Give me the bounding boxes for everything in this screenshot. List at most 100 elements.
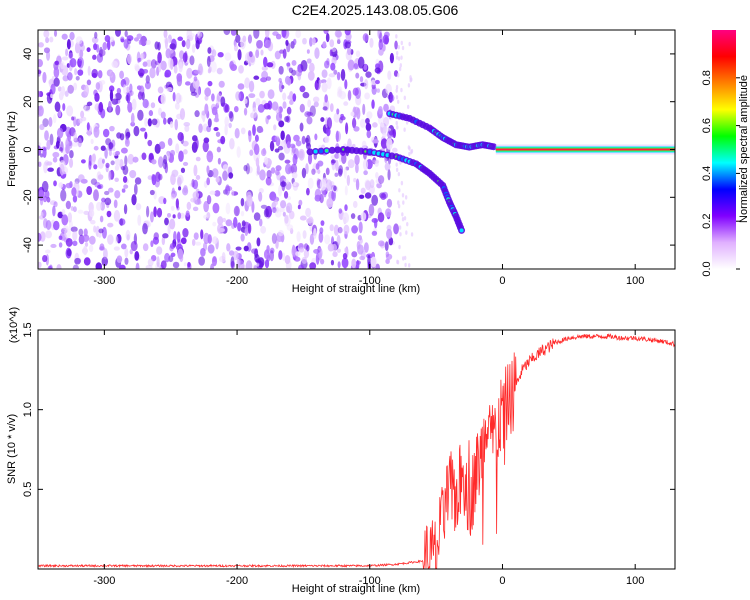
- noise-point: [396, 259, 399, 265]
- noise-point: [148, 110, 154, 117]
- noise-point: [248, 51, 253, 58]
- noise-point: [226, 243, 231, 252]
- noise-point: [296, 231, 301, 243]
- noise-point: [329, 39, 335, 48]
- noise-point: [182, 228, 189, 238]
- noise-point: [163, 197, 167, 205]
- noise-point: [229, 111, 234, 122]
- noise-point: [337, 35, 341, 44]
- noise-point: [364, 192, 372, 199]
- noise-point: [341, 257, 349, 269]
- noise-point: [80, 110, 85, 119]
- noise-point: [187, 261, 191, 268]
- noise-point: [111, 60, 118, 68]
- noise-point: [332, 251, 338, 258]
- noise-point: [238, 260, 245, 269]
- noise-point: [278, 81, 284, 93]
- noise-point: [356, 240, 361, 250]
- noise-point: [313, 228, 317, 240]
- noise-point: [129, 249, 133, 255]
- noise-point: [38, 161, 42, 168]
- noise-point: [182, 140, 189, 147]
- noise-point: [321, 69, 328, 79]
- noise-point: [289, 210, 295, 220]
- noise-point: [114, 164, 120, 171]
- noise-point: [384, 162, 391, 171]
- noise-point: [275, 206, 279, 213]
- noise-point: [100, 145, 106, 151]
- noise-point: [66, 63, 71, 68]
- noise-point: [291, 172, 298, 179]
- noise-point: [265, 176, 272, 186]
- noise-point: [178, 61, 183, 73]
- noise-point: [151, 174, 157, 186]
- noise-point: [334, 30, 342, 38]
- noise-point: [77, 209, 84, 214]
- lower-branch-blob: [328, 146, 336, 154]
- noise-point: [158, 173, 163, 181]
- noise-point: [140, 35, 148, 47]
- noise-point: [192, 191, 200, 200]
- noise-point: [166, 212, 172, 218]
- noise-point: [90, 138, 94, 145]
- noise-point: [142, 68, 149, 74]
- noise-point: [99, 215, 104, 223]
- noise-point: [364, 92, 371, 100]
- noise-point: [83, 104, 87, 111]
- noise-point: [344, 30, 351, 36]
- noise-point: [202, 140, 209, 153]
- noise-point: [43, 30, 50, 38]
- noise-point: [125, 94, 129, 102]
- noise-point: [385, 258, 390, 265]
- noise-point: [206, 150, 214, 163]
- noise-point: [108, 85, 115, 92]
- noise-point: [72, 230, 78, 241]
- noise-point: [92, 54, 97, 60]
- noise-point: [220, 96, 226, 107]
- noise-point: [64, 228, 71, 239]
- noise-point: [89, 235, 96, 245]
- noise-point: [133, 125, 140, 137]
- noise-point: [38, 261, 42, 269]
- noise-point: [66, 105, 74, 117]
- colorbar-tick-label: 0.6: [701, 118, 713, 133]
- noise-point: [133, 183, 138, 196]
- noise-point: [403, 95, 407, 101]
- noise-point: [177, 36, 184, 41]
- noise-point: [216, 92, 222, 102]
- noise-point: [185, 81, 191, 86]
- noise-point: [134, 65, 140, 72]
- noise-point: [400, 40, 403, 46]
- noise-point: [395, 85, 399, 90]
- noise-point: [140, 127, 146, 132]
- noise-point: [198, 123, 203, 134]
- noise-point: [264, 259, 270, 269]
- noise-point: [52, 151, 60, 158]
- noise-point: [149, 67, 156, 79]
- noise-point: [399, 63, 402, 68]
- noise-point: [360, 250, 366, 261]
- noise-point: [365, 180, 371, 191]
- noise-point: [319, 227, 324, 235]
- noise-point: [314, 133, 318, 141]
- noise-point: [359, 76, 364, 83]
- noise-point: [362, 103, 366, 116]
- noise-point: [95, 262, 102, 269]
- noise-point: [379, 32, 383, 43]
- snr-axes: -300 -200 -100 0 100 0.5 1.0 1.5: [22, 322, 675, 587]
- noise-point: [192, 206, 199, 212]
- noise-point: [388, 237, 394, 246]
- noise-point: [311, 168, 316, 175]
- noise-point: [48, 79, 54, 85]
- noise-point: [319, 178, 327, 191]
- noise-point: [40, 211, 44, 218]
- spectrogram-ytick-label: 0: [22, 146, 34, 152]
- noise-point: [49, 36, 54, 43]
- noise-point: [275, 112, 283, 122]
- noise-point: [79, 49, 84, 58]
- noise-point: [329, 49, 333, 57]
- noise-point: [214, 190, 221, 197]
- noise-point: [64, 90, 69, 97]
- colorbar-bar: [712, 30, 736, 269]
- noise-point: [223, 30, 231, 36]
